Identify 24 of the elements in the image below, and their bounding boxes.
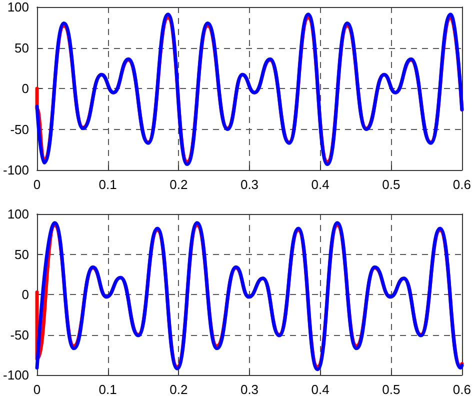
x-tick-label: 0.1 <box>98 177 117 192</box>
x-tick-label: 0 <box>33 382 41 397</box>
y-tick-label: 0 <box>22 81 30 96</box>
x-tick-label: 0.1 <box>98 382 117 397</box>
y-tick-label: -100 <box>2 162 30 178</box>
y-tick-label: 50 <box>14 246 30 262</box>
x-tick-label: 0.3 <box>240 177 259 192</box>
y-tick-label: 0 <box>22 287 30 302</box>
y-tick-label: -50 <box>10 327 30 342</box>
y-tick-label: 100 <box>7 0 30 14</box>
x-tick-label: 0.2 <box>170 382 188 397</box>
y-tick-label: 50 <box>14 40 30 56</box>
y-tick-label: -100 <box>2 368 30 382</box>
x-tick-label: 0 <box>33 177 41 192</box>
x-tick-label: 0.4 <box>311 177 330 192</box>
y-tick-label: 100 <box>7 206 30 222</box>
y-tick-label: -50 <box>10 122 30 137</box>
x-tick-label: 0.3 <box>240 382 259 397</box>
x-tick-label: 0.5 <box>382 382 400 397</box>
x-tick-label: 0.4 <box>311 382 330 397</box>
x-tick-label: 0.2 <box>170 177 188 192</box>
x-tick-label: 0.6 <box>452 382 472 397</box>
x-tick-label: 0.5 <box>382 177 400 192</box>
x-tick-label: 0.6 <box>452 177 472 192</box>
